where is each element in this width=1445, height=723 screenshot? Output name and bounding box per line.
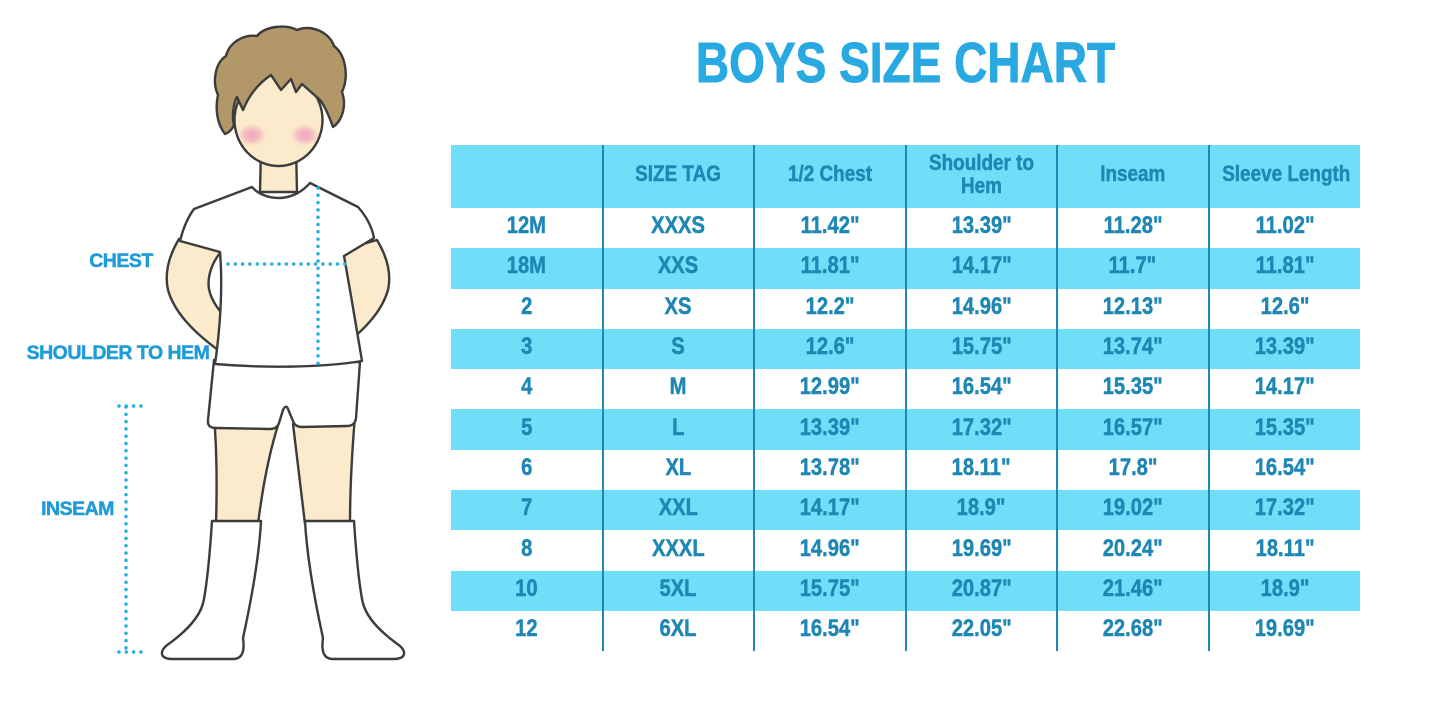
- svg-text:CHEST: CHEST: [89, 250, 153, 272]
- svg-text:SHOULDER TO HEM: SHOULDER TO HEM: [27, 342, 210, 364]
- svg-text:INSEAM: INSEAM: [41, 498, 114, 520]
